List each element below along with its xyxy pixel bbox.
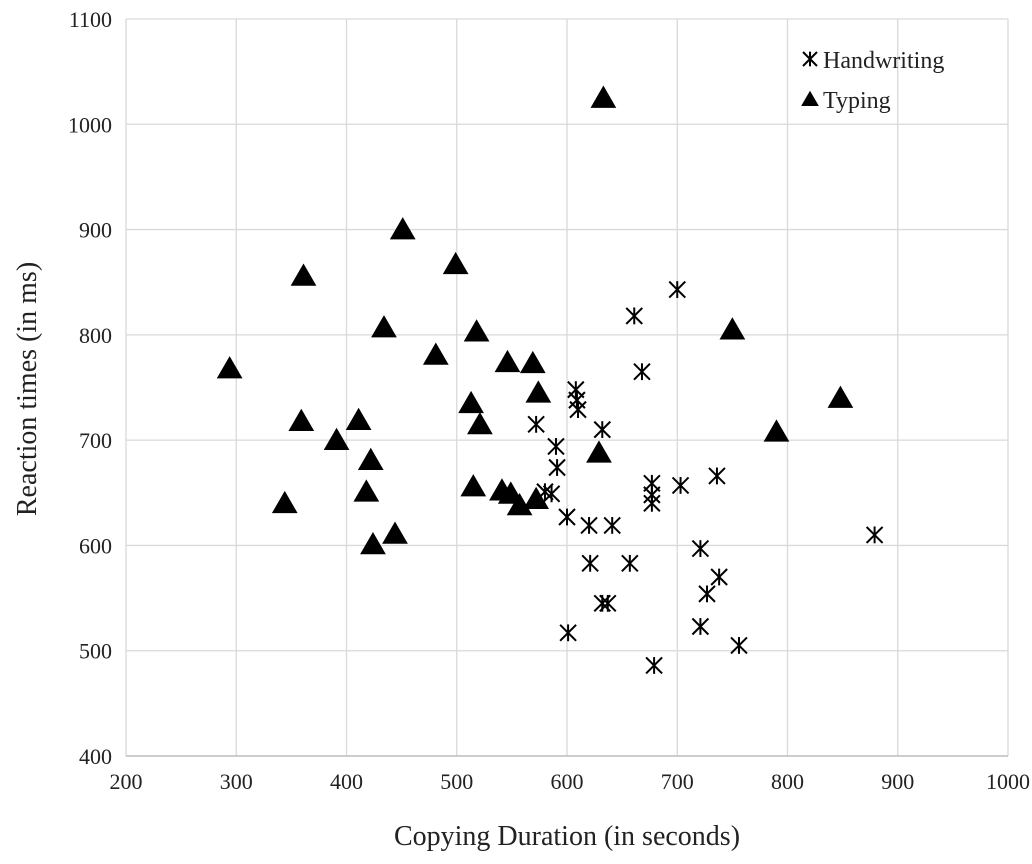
typing-point [590,85,617,108]
y-tick-label: 700 [79,428,112,453]
y-tick-label: 600 [79,533,112,558]
handwriting-point [691,617,710,636]
handwriting-point [730,636,748,655]
y-tick-label: 800 [79,323,112,348]
typing-legend-marker [801,90,819,107]
typing-point [494,349,521,373]
typing-point [290,263,317,286]
typing-point [288,408,315,432]
data-points [216,85,884,675]
handwriting-point [865,526,884,544]
typing-point [763,419,790,442]
handwriting-point [621,554,639,573]
y-axis-title: Reaction times (in ms) [12,262,43,516]
typing-point [523,486,549,509]
handwriting-point [645,656,663,675]
x-tick-label: 300 [220,769,253,794]
typing-point [353,479,380,502]
gridlines [125,18,1009,757]
handwriting-point [698,585,716,603]
handwriting-point [580,516,598,535]
handwriting-point [671,476,690,495]
typing-point [719,317,746,340]
typing-point [323,427,350,450]
typing-point [458,390,484,414]
typing-point [586,440,612,463]
x-tick-label: 900 [881,769,914,794]
handwriting-point [625,307,643,325]
handwriting-legend-label: Handwriting [823,48,944,74]
typing-point [360,531,386,555]
y-tick-label: 900 [79,218,112,243]
handwriting-point [527,415,545,434]
typing-point [345,407,372,430]
handwriting-point [542,485,561,503]
handwriting-point [558,508,576,526]
handwriting-point [643,494,661,513]
handwriting-point [559,624,577,642]
y-tick-label: 1100 [69,7,112,32]
x-tick-label: 500 [440,769,473,794]
handwriting-point [710,568,728,586]
x-tick-label: 600 [551,769,584,794]
typing-point [371,315,397,338]
legend: Handwriting Typing [801,48,944,114]
handwriting-point [633,363,651,381]
typing-point [827,385,854,408]
y-tick-label: 1000 [68,112,112,137]
typing-point [389,217,416,240]
typing-point [525,380,552,403]
tick-labels: 200 300 400 500 600 700 800 900 1000 400 500 600 700… [68,7,1030,794]
x-tick-label: 1000 [986,769,1030,794]
typing-point [382,521,408,544]
typing-point [460,474,487,497]
handwriting-point [569,400,587,419]
handwriting-legend-marker [802,51,818,67]
typing-point [519,350,546,374]
typing-point [357,447,384,471]
typing-point [467,411,493,435]
x-tick-label: 400 [330,769,363,794]
y-tick-label: 500 [79,639,112,664]
handwriting-point [548,458,566,477]
typing-point [463,319,490,342]
typing-point [216,356,243,379]
handwriting-point [593,420,611,439]
y-tick-label: 400 [79,744,112,769]
handwriting-point [547,437,565,456]
x-tick-label: 800 [771,769,804,794]
typing-point [506,493,533,516]
handwriting-point [708,467,726,485]
handwriting-point [599,594,617,613]
typing-legend-label: Typing [823,88,891,114]
typing-point [271,490,298,514]
handwriting-point [581,554,599,573]
handwriting-point [668,280,686,299]
handwriting-point [691,539,710,558]
typing-point [442,251,469,275]
x-axis-title: Copying Duration (in seconds) [394,821,740,852]
x-tick-label: 700 [661,769,694,794]
typing-point [422,342,449,365]
handwriting-point [603,516,621,535]
x-tick-label: 200 [110,769,143,794]
